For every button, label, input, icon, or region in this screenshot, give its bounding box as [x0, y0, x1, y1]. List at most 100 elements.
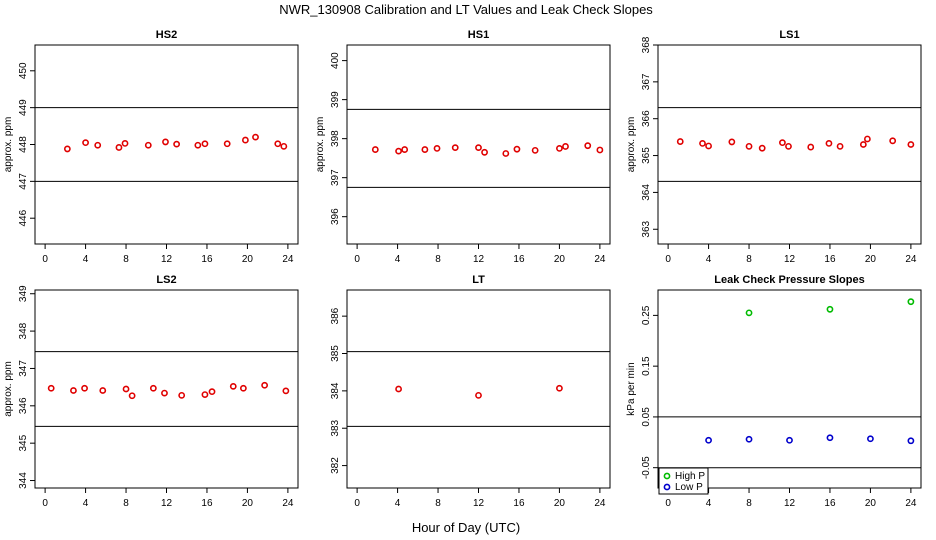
- y-tick-label: 447: [18, 173, 29, 190]
- plot-frame: [346, 289, 611, 489]
- data-point-ls1: [825, 139, 833, 147]
- data-point-high-p: [745, 309, 753, 317]
- panel-leak: Leak Check Pressure Slopes 0 4 8 12 16 20 24 -0.…: [626, 274, 922, 509]
- data-point-ls1: [863, 135, 871, 143]
- data-point-low-p: [907, 437, 915, 445]
- data-point-hs1: [584, 142, 592, 150]
- y-tick-label: 0.05: [641, 407, 652, 427]
- data-point-lt: [556, 384, 563, 392]
- panel-title: HS1: [468, 29, 489, 41]
- x-tick-label: 16: [513, 498, 525, 509]
- figure-title: NWR_130908 Calibration and LT Values and…: [279, 2, 653, 17]
- y-tick-label: 446: [18, 209, 29, 226]
- y-tick-label: 368: [641, 36, 652, 53]
- panel-title: LT: [472, 274, 485, 286]
- y-tick-label: 364: [641, 184, 652, 201]
- data-point-hs1: [502, 150, 510, 157]
- data-point-ls1: [745, 142, 753, 150]
- data-point-hs2: [94, 141, 102, 149]
- data-point-low-p: [745, 435, 753, 443]
- y-tick-label: 397: [330, 169, 341, 186]
- legend-marker: [663, 483, 671, 491]
- data-point-hs1: [475, 144, 482, 152]
- y-tick-label: 383: [330, 419, 341, 436]
- x-tick-label: 4: [706, 498, 712, 509]
- x-tick-label: 4: [83, 498, 89, 509]
- y-tick-label: 347: [18, 360, 29, 377]
- data-point-ls1: [785, 142, 792, 150]
- x-tick-label: 0: [665, 498, 671, 509]
- data-point-ls1: [699, 139, 706, 147]
- data-point-hs2: [144, 141, 152, 149]
- data-point-ls1: [859, 141, 867, 148]
- data-point-ls2: [70, 387, 77, 394]
- data-point-hs2: [121, 139, 129, 147]
- data-point-hs1: [421, 146, 429, 153]
- data-point-ls2: [208, 388, 216, 396]
- y-tick-label: 363: [641, 220, 652, 237]
- panel-ls2: LS2 0 4 8 12 16 20 24 344 345 346 347 348 349 approx. …: [3, 274, 299, 509]
- panel-lt: LT 0 4 8 12 16 20 24 382 383 384 385 386: [330, 274, 611, 509]
- data-point-hs1: [531, 146, 539, 154]
- data-point-ls1: [728, 138, 736, 146]
- x-tick-label: 24: [905, 498, 917, 509]
- x-axis-label: Hour of Day (UTC): [412, 520, 520, 535]
- data-point-hs2: [280, 142, 288, 150]
- y-tick-label: 0.25: [641, 305, 652, 325]
- data-point-hs2: [115, 144, 123, 151]
- data-point-ls2: [122, 385, 130, 393]
- data-point-ls1: [836, 142, 844, 150]
- data-point-ls1: [779, 139, 786, 147]
- x-tick-label: 24: [282, 254, 294, 265]
- data-point-ls2: [161, 389, 168, 397]
- y-tick-label: 367: [641, 73, 652, 90]
- data-point-hs2: [252, 133, 259, 141]
- data-point-ls2: [229, 382, 237, 390]
- y-tick-label: 345: [18, 434, 29, 451]
- y-tick-label: 348: [18, 322, 29, 339]
- data-point-ls2: [201, 391, 209, 399]
- x-tick-label: 12: [161, 498, 173, 509]
- x-tick-label: 16: [201, 254, 213, 265]
- y-tick-label: 396: [330, 208, 341, 225]
- x-tick-label: 8: [123, 254, 129, 265]
- x-tick-label: 8: [746, 498, 752, 509]
- panel-hs1: HS1 0 4 8 12 16 20 24 396 397 398 399 400 approx. ppm: [315, 29, 611, 265]
- data-point-hs1: [401, 146, 409, 153]
- y-axis-label: approx. ppm: [3, 117, 14, 173]
- x-tick-label: 12: [161, 254, 173, 265]
- y-axis-label: approx. ppm: [626, 117, 637, 173]
- data-point-ls1: [705, 142, 712, 150]
- data-point-lt: [395, 385, 402, 393]
- data-point-hs1: [556, 145, 563, 152]
- x-tick-label: 16: [201, 498, 213, 509]
- x-tick-label: 20: [554, 498, 566, 509]
- x-tick-label: 4: [83, 254, 89, 265]
- data-point-hs1: [433, 145, 441, 152]
- data-point-high-p: [907, 298, 915, 306]
- panel-title: HS2: [156, 29, 177, 41]
- data-point-ls2: [128, 392, 136, 400]
- x-tick-label: 20: [865, 254, 877, 265]
- data-point-ls2: [178, 391, 186, 399]
- data-point-ls2: [149, 384, 157, 392]
- x-tick-label: 16: [513, 254, 525, 265]
- x-tick-label: 20: [242, 498, 254, 509]
- x-tick-label: 12: [784, 498, 796, 509]
- x-tick-label: 16: [824, 498, 836, 509]
- data-point-low-p: [826, 434, 834, 442]
- data-point-ls2: [261, 381, 269, 389]
- data-point-hs1: [596, 146, 604, 154]
- data-point-hs2: [194, 141, 202, 149]
- panel-title: LS2: [156, 274, 176, 286]
- panel-ls1: LS1 0 4 8 12 16 20 24 363 364 365 366 367 368 approx. …: [626, 29, 922, 265]
- y-tick-label: 385: [330, 345, 341, 362]
- x-tick-label: 24: [594, 498, 606, 509]
- y-tick-label: 398: [330, 130, 341, 147]
- data-point-hs2: [173, 140, 181, 148]
- x-tick-label: 0: [42, 254, 48, 265]
- data-point-ls1: [676, 138, 684, 145]
- x-tick-label: 0: [665, 254, 671, 265]
- data-point-hs1: [395, 147, 402, 155]
